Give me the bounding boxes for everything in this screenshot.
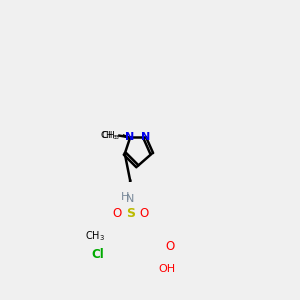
Text: OH: OH [159,264,176,274]
Text: O: O [139,207,148,220]
Text: Cl: Cl [91,248,104,261]
Text: CH$_3$: CH$_3$ [85,229,105,242]
Text: CH$_3$: CH$_3$ [100,129,118,142]
Text: H: H [121,192,129,202]
Text: O: O [112,207,121,220]
Text: O: O [165,240,174,253]
Text: S: S [126,207,135,220]
Text: CH$_3$: CH$_3$ [101,129,119,142]
Text: N: N [125,131,134,142]
Text: N: N [126,194,134,204]
Text: N: N [141,131,150,142]
